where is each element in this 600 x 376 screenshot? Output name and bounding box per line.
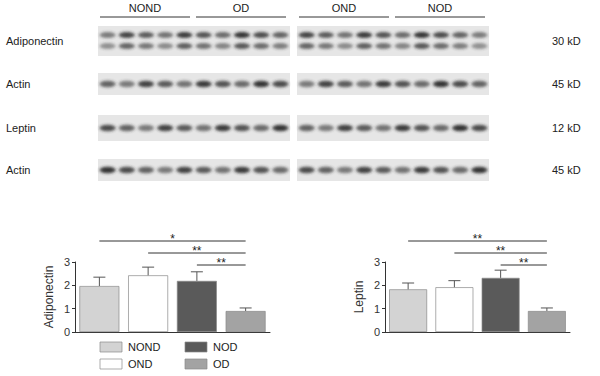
svg-text:2: 2 — [374, 279, 380, 291]
svg-text:OD: OD — [233, 2, 250, 14]
svg-text:45 kD: 45 kD — [552, 164, 581, 176]
svg-text:12 kD: 12 kD — [552, 122, 581, 134]
svg-text:**: ** — [519, 256, 529, 270]
svg-text:3: 3 — [64, 256, 70, 268]
svg-text:1: 1 — [64, 303, 70, 315]
svg-text:Actin: Actin — [6, 78, 30, 90]
svg-text:NOD: NOD — [428, 2, 453, 14]
svg-text:OND: OND — [128, 358, 153, 370]
svg-text:Leptin: Leptin — [6, 122, 36, 134]
svg-text:*: * — [170, 232, 175, 246]
svg-text:NOND: NOND — [128, 341, 160, 353]
svg-text:NOND: NOND — [129, 2, 161, 14]
svg-text:0: 0 — [64, 326, 70, 338]
svg-text:0: 0 — [374, 326, 380, 338]
svg-text:1: 1 — [374, 303, 380, 315]
svg-text:Actin: Actin — [6, 164, 30, 176]
svg-text:3: 3 — [374, 256, 380, 268]
svg-text:45 kD: 45 kD — [552, 78, 581, 90]
svg-text:**: ** — [192, 244, 202, 258]
svg-text:OND: OND — [332, 2, 357, 14]
svg-text:2: 2 — [64, 279, 70, 291]
svg-text:**: ** — [496, 244, 506, 258]
svg-text:OD: OD — [213, 358, 230, 370]
svg-text:**: ** — [473, 232, 483, 246]
svg-text:Adiponectin: Adiponectin — [42, 266, 56, 329]
svg-text:NOD: NOD — [213, 341, 238, 353]
svg-text:Adiponectin: Adiponectin — [6, 35, 64, 47]
svg-text:**: ** — [217, 256, 227, 270]
svg-text:Leptin: Leptin — [352, 281, 366, 314]
svg-text:30 kD: 30 kD — [552, 35, 581, 47]
